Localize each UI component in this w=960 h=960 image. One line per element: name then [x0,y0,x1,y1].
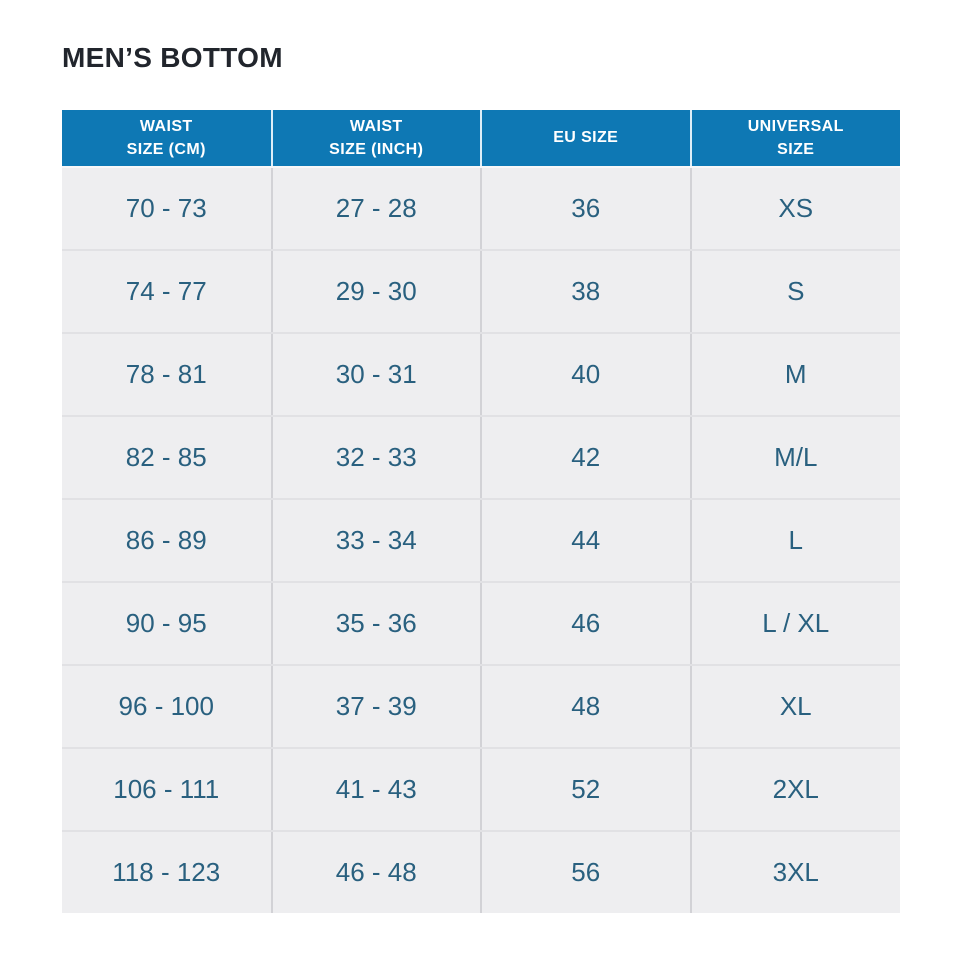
cell-universal-size: 2XL [690,748,900,832]
cell-waist-size-cm: 70 - 73 [62,167,273,251]
cell-waist-size-inch: 33 - 34 [271,499,482,583]
cell-waist-size-cm: 78 - 81 [62,333,273,417]
cell-waist-size-cm: 118 - 123 [62,831,273,913]
cell-eu-size: 42 [481,416,692,500]
cell-eu-size: 36 [481,167,692,251]
table-row: 70 - 73 27 - 28 36 XS [62,167,900,251]
table-row: 96 - 100 37 - 39 48 XL [62,665,900,749]
cell-eu-size: 56 [481,831,692,913]
cell-universal-size: XL [690,665,900,749]
cell-universal-size: 3XL [690,831,900,913]
header-waist-size-cm: WAIST SIZE (CM) [62,110,273,168]
cell-eu-size: 52 [481,748,692,832]
cell-waist-size-inch: 30 - 31 [271,333,482,417]
table-row: 74 - 77 29 - 30 38 S [62,250,900,334]
cell-waist-size-inch: 29 - 30 [271,250,482,334]
header-universal-size: UNIVERSAL SIZE [690,110,900,168]
cell-eu-size: 48 [481,665,692,749]
cell-eu-size: 40 [481,333,692,417]
cell-waist-size-inch: 32 - 33 [271,416,482,500]
cell-waist-size-inch: 27 - 28 [271,167,482,251]
cell-waist-size-cm: 90 - 95 [62,582,273,666]
table-body: 70 - 73 27 - 28 36 XS 74 - 77 29 - 30 38… [62,167,900,913]
cell-universal-size: M [690,333,900,417]
table-row: 78 - 81 30 - 31 40 M [62,333,900,417]
table-row: 90 - 95 35 - 36 46 L / XL [62,582,900,666]
cell-eu-size: 46 [481,582,692,666]
cell-universal-size: S [690,250,900,334]
cell-waist-size-cm: 74 - 77 [62,250,273,334]
table-row: 86 - 89 33 - 34 44 L [62,499,900,583]
table-row: 118 - 123 46 - 48 56 3XL [62,831,900,913]
cell-waist-size-cm: 82 - 85 [62,416,273,500]
cell-waist-size-cm: 106 - 111 [62,748,273,832]
cell-waist-size-inch: 37 - 39 [271,665,482,749]
cell-waist-size-inch: 46 - 48 [271,831,482,913]
cell-waist-size-cm: 86 - 89 [62,499,273,583]
cell-eu-size: 44 [481,499,692,583]
size-chart-table: WAIST SIZE (CM) WAIST SIZE (INCH) EU SIZ… [62,110,900,913]
cell-universal-size: M/L [690,416,900,500]
cell-eu-size: 38 [481,250,692,334]
table-header: WAIST SIZE (CM) WAIST SIZE (INCH) EU SIZ… [62,110,900,168]
cell-waist-size-inch: 35 - 36 [271,582,482,666]
table-row: 82 - 85 32 - 33 42 M/L [62,416,900,500]
header-waist-size-inch: WAIST SIZE (INCH) [271,110,482,168]
header-eu-size: EU SIZE [481,110,692,168]
cell-universal-size: L [690,499,900,583]
cell-waist-size-inch: 41 - 43 [271,748,482,832]
cell-universal-size: L / XL [690,582,900,666]
cell-waist-size-cm: 96 - 100 [62,665,273,749]
size-chart-page: MEN’S BOTTOM WAIST SIZE (CM) WAIST SIZE … [62,42,900,913]
cell-universal-size: XS [690,167,900,251]
table-row: 106 - 111 41 - 43 52 2XL [62,748,900,832]
table-header-row: WAIST SIZE (CM) WAIST SIZE (INCH) EU SIZ… [62,110,900,168]
page-title: MEN’S BOTTOM [62,42,283,73]
